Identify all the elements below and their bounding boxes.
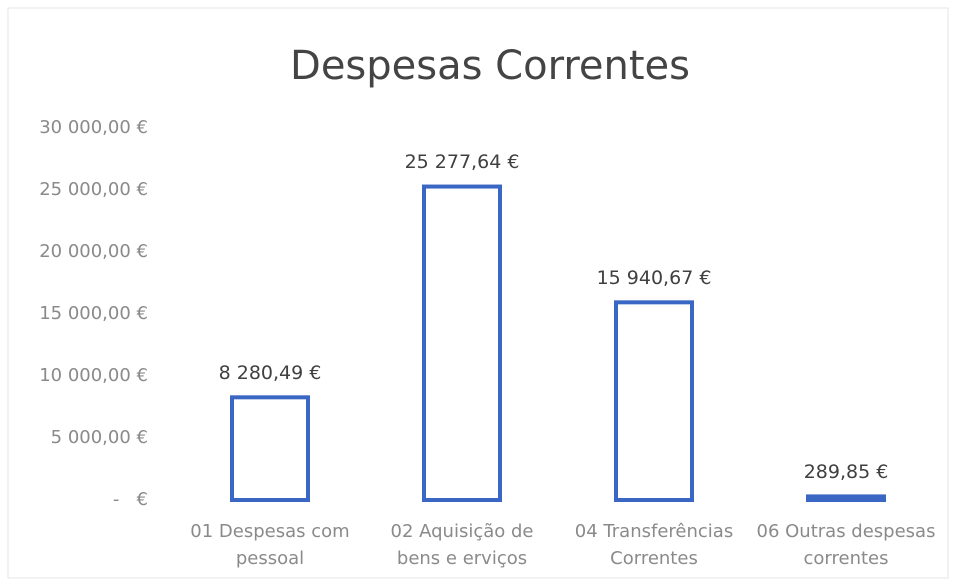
data-label: 25 277,64 € <box>405 151 520 173</box>
data-label: 15 940,67 € <box>597 267 712 289</box>
bar <box>806 494 886 502</box>
bar <box>614 300 694 502</box>
frame <box>7 7 949 579</box>
x-tick-label: 04 Transferências Correntes <box>574 521 734 569</box>
x-tick-label: 06 Outras despesas correntes <box>756 521 936 569</box>
y-tick-label: 15 000,00 € <box>39 303 148 324</box>
y-tick-label: 5 000,00 € <box>51 427 148 448</box>
bar <box>230 395 310 503</box>
bar <box>422 184 502 503</box>
data-label: 8 280,49 € <box>219 362 322 384</box>
y-tick-label: 10 000,00 € <box>39 365 148 386</box>
data-label: 289,85 € <box>804 461 889 483</box>
y-tick-label: 20 000,00 € <box>39 241 148 262</box>
chart-title: Despesas Correntes <box>290 43 690 89</box>
x-tick-label: 02 Aquisição de bens e erviços <box>390 521 534 569</box>
y-tick-label: 25 000,00 € <box>39 179 148 200</box>
y-tick-label: - € <box>113 489 148 510</box>
y-tick-label: 30 000,00 € <box>39 117 148 138</box>
x-tick-label: 01 Despesas com pessoal <box>190 521 350 569</box>
